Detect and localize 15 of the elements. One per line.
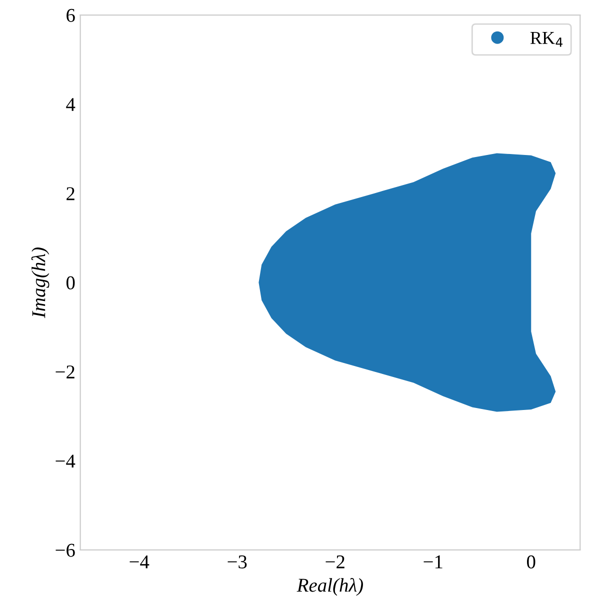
legend-label: RK$_{4}$: [530, 32, 563, 47]
y-axis-title: Imag(hλ): [31, 248, 50, 318]
x-tick-label: −2: [326, 555, 344, 568]
y-tick-label: 4: [66, 98, 76, 111]
y-tick-label: −2: [56, 365, 74, 378]
x-tick-label: 0: [527, 555, 536, 568]
y-tick-label: 2: [66, 187, 74, 200]
y-tick-label: −4: [56, 454, 76, 468]
y-tick-label: 0: [66, 276, 75, 290]
x-tick-label: −4: [130, 555, 150, 568]
x-tick-label: −3: [228, 555, 247, 568]
x-axis-title: Real(hλ): [296, 578, 363, 596]
x-tick-label: −1: [424, 555, 442, 568]
y-tick-label: 6: [66, 8, 75, 22]
y-tick-label: −6: [56, 544, 75, 557]
